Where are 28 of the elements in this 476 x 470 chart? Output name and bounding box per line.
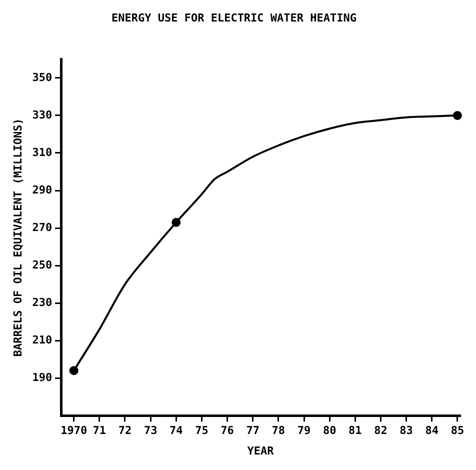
y-tick-label: 270	[32, 220, 52, 234]
y-tick-label: 290	[32, 183, 52, 196]
x-tick-label: 77	[246, 424, 260, 438]
x-tick-label: 85	[450, 424, 464, 438]
y-tick-label: 310	[32, 146, 52, 159]
x-tick-label: 79	[297, 424, 311, 438]
x-tick-label: 74	[170, 424, 184, 438]
chart-title: ENERGY USE FOR ELECTRIC WATER HEATING	[111, 11, 357, 24]
x-tick-label: 71	[92, 424, 106, 438]
x-tick-label: 76	[220, 424, 234, 438]
y-tick-label: 330	[32, 108, 52, 122]
y-axis-title: BARRELS OF OIL EQUIVALENT (MILLIONS)	[11, 118, 24, 357]
y-tick-label: 230	[32, 296, 52, 309]
y-tick-label: 250	[32, 258, 52, 272]
x-axis-title: YEAR	[247, 444, 274, 458]
x-tick-label: 73	[144, 424, 158, 438]
x-tick-label: 1970	[60, 424, 88, 438]
x-tick-label: 82	[374, 424, 388, 438]
x-tick-label: 83	[400, 424, 413, 438]
x-tick-label: 78	[272, 424, 286, 438]
x-tick-label: 72	[118, 424, 132, 438]
y-tick-label: 190	[32, 370, 52, 384]
x-tick-label: 75	[195, 424, 208, 438]
x-tick-label: 81	[348, 424, 362, 438]
x-tick-label: 84	[425, 424, 439, 438]
y-tick-label: 210	[32, 333, 52, 346]
y-tick-label: 350	[32, 70, 52, 84]
x-tick-label: 80	[322, 424, 336, 438]
